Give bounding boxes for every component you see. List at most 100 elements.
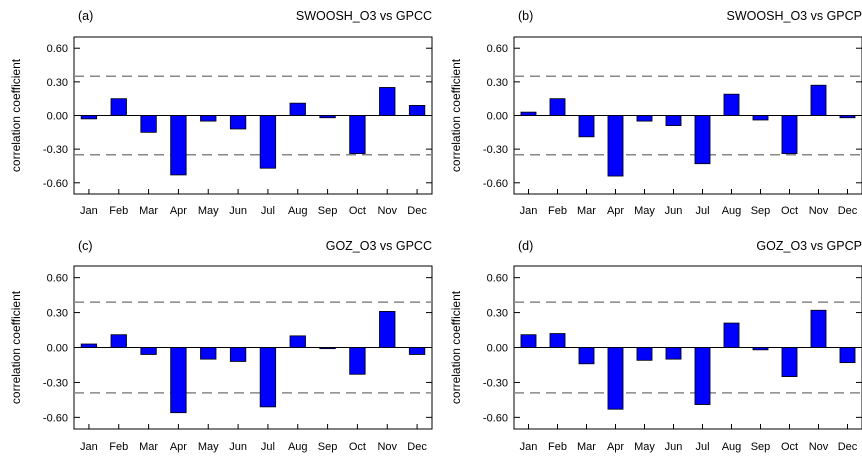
x-tick-label: Jan [80, 441, 98, 453]
y-axis-label: correlation coefficient [9, 58, 23, 172]
bar-jul [694, 115, 711, 165]
x-tick-label: Dec [838, 205, 858, 217]
panel-label: (d) [518, 239, 533, 253]
x-tick-label: May [198, 441, 219, 453]
bar-dec [839, 115, 856, 119]
panel-label: (c) [78, 239, 93, 253]
y-tick-label: 0.00 [47, 111, 68, 123]
x-tick-label: Apr [607, 205, 624, 217]
x-tick-label: Aug [722, 441, 742, 453]
x-tick-label: May [634, 205, 655, 217]
bar-jun [665, 347, 682, 360]
x-tick-label: Jun [229, 205, 247, 217]
bar-mar [578, 347, 595, 365]
y-tick-label: -0.30 [43, 144, 68, 156]
bar-mar [578, 115, 595, 138]
y-tick-label: -0.30 [483, 377, 508, 389]
x-tick-label: Nov [377, 205, 397, 217]
bar-apr [607, 115, 624, 177]
bar-oct [349, 347, 366, 375]
bar-apr [170, 347, 187, 414]
bar-jun [665, 115, 682, 126]
y-tick-label: 0.00 [487, 111, 508, 123]
bar-nov [379, 311, 396, 348]
y-tick-label: 0.00 [487, 343, 508, 355]
x-tick-label: Jul [695, 205, 709, 217]
x-tick-label: Nov [809, 441, 829, 453]
bar-sep [752, 115, 769, 121]
x-tick-label: Oct [349, 205, 366, 217]
bar-may [200, 347, 217, 360]
y-tick-label: 0.00 [47, 343, 68, 355]
x-tick-label: Jan [520, 441, 538, 453]
x-tick-label: Sep [318, 205, 338, 217]
y-tick-label: 0.30 [487, 308, 508, 320]
y-tick-label: 0.60 [47, 43, 68, 55]
bar-aug [723, 93, 740, 116]
x-tick-label: Jul [695, 441, 709, 453]
chart-panel-c: 0.60 0.30 0.00 -0.30 -0.60 Jan Feb Mar Apr May Jun… [9, 239, 433, 453]
chart-panel-b: 0.60 0.30 0.00 -0.30 -0.60 Jan Feb Mar Apr May Jun… [449, 9, 862, 217]
bar-dec [408, 347, 426, 355]
y-tick-label: 0.30 [47, 308, 68, 320]
x-tick-label: Jan [520, 205, 538, 217]
chart-title: SWOOSH_O3 vs GPCC [296, 9, 432, 23]
bar-may [636, 115, 653, 122]
x-tick-label: Sep [751, 441, 771, 453]
x-tick-label: Sep [751, 205, 771, 217]
y-tick-label: -0.60 [483, 178, 508, 190]
bar-nov [810, 84, 827, 116]
x-tick-label: Jun [665, 205, 683, 217]
x-tick-label: Dec [407, 205, 427, 217]
chart-panel-d: 0.60 0.30 0.00 -0.30 -0.60 Jan Feb Mar Apr May Jun… [449, 239, 862, 453]
bar-jul [259, 347, 277, 408]
bar-jan [80, 115, 98, 120]
x-tick-label: Feb [109, 441, 128, 453]
x-tick-label: May [634, 441, 655, 453]
bar-mar [140, 347, 157, 355]
y-tick-label: -0.60 [483, 412, 508, 424]
y-tick-label: -0.60 [43, 412, 68, 424]
x-tick-label: Jul [261, 441, 275, 453]
y-tick-label: 0.60 [47, 273, 68, 285]
x-tick-label: Nov [377, 441, 397, 453]
bar-may [636, 347, 653, 361]
x-tick-label: Jan [80, 205, 98, 217]
y-tick-label: 0.60 [487, 273, 508, 285]
x-tick-label: Jul [261, 205, 275, 217]
x-tick-label: Oct [781, 441, 798, 453]
bar-apr [607, 347, 624, 410]
x-tick-label: Dec [838, 441, 858, 453]
bar-sep [319, 115, 336, 119]
x-tick-label: Nov [809, 205, 829, 217]
y-tick-label: 0.30 [487, 77, 508, 89]
y-tick-label: -0.30 [483, 144, 508, 156]
bar-aug [723, 322, 740, 348]
y-tick-label: -0.60 [43, 178, 68, 190]
x-tick-label: Jun [665, 441, 683, 453]
bar-jul [259, 115, 277, 169]
x-tick-label: Dec [407, 441, 427, 453]
x-tick-label: Aug [288, 441, 308, 453]
x-tick-label: Mar [577, 441, 596, 453]
bar-jul [694, 347, 711, 405]
x-tick-label: Oct [349, 441, 366, 453]
bar-nov [379, 87, 396, 116]
bar-jan [520, 111, 537, 116]
x-tick-label: May [198, 205, 219, 217]
panel-label: (b) [518, 9, 533, 23]
bar-feb [549, 98, 566, 116]
y-tick-label: 0.30 [47, 77, 68, 89]
x-tick-label: Feb [548, 205, 567, 217]
x-tick-label: Mar [577, 205, 596, 217]
bar-jun [229, 115, 247, 130]
bar-feb [110, 334, 127, 348]
bar-dec [839, 347, 856, 364]
bar-sep [319, 347, 336, 350]
x-tick-label: Oct [781, 205, 798, 217]
bar-oct [781, 347, 798, 378]
y-tick-label: 0.60 [487, 43, 508, 55]
x-tick-label: Apr [607, 441, 624, 453]
x-tick-label: Mar [139, 441, 158, 453]
